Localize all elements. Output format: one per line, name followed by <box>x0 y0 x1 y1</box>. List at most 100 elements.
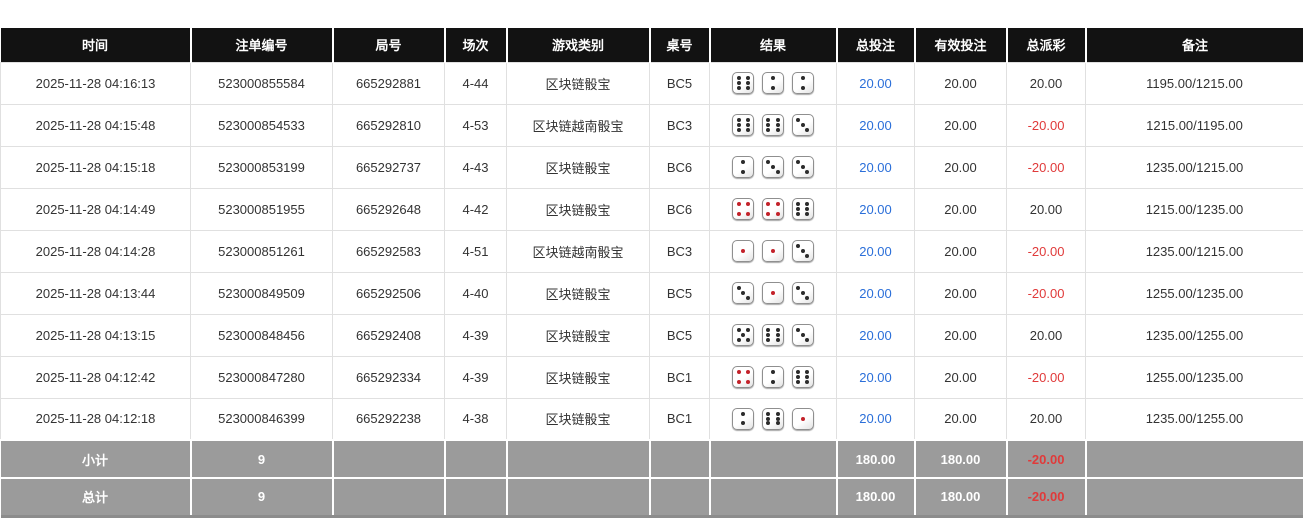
cell-total-bet-link[interactable]: 20.00 <box>836 397 915 441</box>
cell-time: 2025-11-28 04:15:48 <box>0 103 191 147</box>
cell-bet-no: 523000851261 <box>190 229 333 273</box>
cell-valid-bet: 20.00 <box>914 355 1007 399</box>
cell-bet-no: 523000849509 <box>190 271 333 315</box>
grand-total-total-bet: 180.00 <box>835 477 916 518</box>
dice-icon <box>791 198 814 220</box>
subtotal-label: 小计 <box>0 439 192 479</box>
cell-result <box>709 355 837 399</box>
cell-valid-bet: 20.00 <box>914 229 1007 273</box>
cell-round-no: 665292648 <box>332 187 445 231</box>
dice-icon <box>791 282 814 304</box>
dice-icon <box>762 72 784 94</box>
cell-session: 4-39 <box>444 355 507 399</box>
cell-bet-no: 523000848456 <box>190 313 333 357</box>
cell-total-payout: 20.00 <box>1006 397 1086 441</box>
subtotal-empty-cell <box>1084 439 1303 479</box>
dice-icon <box>762 407 784 430</box>
cell-total-payout: -20.00 <box>1006 145 1086 189</box>
table-row: 2025-11-28 04:12:18 523000846399 6652922… <box>0 397 1303 441</box>
cell-bet-no: 523000855584 <box>190 61 333 105</box>
cell-table-no: BC1 <box>649 355 710 399</box>
cell-session: 4-40 <box>444 271 507 315</box>
dice-icon <box>762 198 784 220</box>
cell-total-payout: 20.00 <box>1006 313 1086 357</box>
cell-table-no: BC3 <box>649 103 710 147</box>
cell-remark: 1235.00/1215.00 <box>1085 229 1303 273</box>
dice-icon <box>791 72 814 94</box>
cell-total-bet-link[interactable]: 20.00 <box>836 145 915 189</box>
cell-time: 2025-11-28 04:12:42 <box>0 355 191 399</box>
cell-time: 2025-11-28 04:16:13 <box>0 61 191 105</box>
grand-total-empty-cell <box>708 477 838 518</box>
table-row: 2025-11-28 04:13:44 523000849509 6652925… <box>0 271 1303 315</box>
col-header-valid-bet: 有效投注 <box>913 28 1007 62</box>
dice-icon <box>791 324 814 346</box>
subtotal-empty-cell <box>708 439 838 479</box>
dice-icon <box>762 240 784 262</box>
cell-session: 4-39 <box>444 313 507 357</box>
table-row: 2025-11-28 04:15:18 523000853199 6652927… <box>0 145 1303 189</box>
cell-remark: 1215.00/1195.00 <box>1085 103 1303 147</box>
cell-round-no: 665292506 <box>332 271 445 315</box>
grand-total-row: 总计 9 180.00 180.00 -20.00 <box>0 477 1303 518</box>
col-header-total-bet: 总投注 <box>835 28 915 62</box>
cell-remark: 1235.00/1255.00 <box>1085 313 1303 357</box>
cell-time: 2025-11-28 04:15:18 <box>0 145 191 189</box>
cell-round-no: 665292583 <box>332 229 445 273</box>
cell-total-bet-link[interactable]: 20.00 <box>836 355 915 399</box>
grand-total-valid-bet: 180.00 <box>913 477 1008 518</box>
dice-icon <box>762 156 784 178</box>
cell-table-no: BC6 <box>649 145 710 189</box>
cell-table-no: BC6 <box>649 187 710 231</box>
subtotal-empty-cell <box>443 439 508 479</box>
col-header-time: 时间 <box>0 28 191 62</box>
cell-table-no: BC3 <box>649 229 710 273</box>
cell-game-type: 区块链骰宝 <box>506 355 650 399</box>
grand-total-empty-cell <box>505 477 651 518</box>
dice-icon <box>732 198 755 220</box>
cell-time: 2025-11-28 04:14:49 <box>0 187 191 231</box>
cell-round-no: 665292408 <box>332 313 445 357</box>
dice-icon <box>791 366 814 388</box>
cell-time: 2025-11-28 04:12:18 <box>0 397 191 441</box>
cell-session: 4-43 <box>444 145 507 189</box>
cell-total-payout: -20.00 <box>1006 103 1086 147</box>
dice-icon <box>732 240 755 262</box>
cell-total-bet-link[interactable]: 20.00 <box>836 313 915 357</box>
dice-icon <box>791 407 814 430</box>
cell-result <box>709 397 837 441</box>
grand-total-empty-cell <box>331 477 446 518</box>
cell-result <box>709 61 837 105</box>
cell-result <box>709 313 837 357</box>
cell-total-bet-link[interactable]: 20.00 <box>836 187 915 231</box>
table-row: 2025-11-28 04:15:48 523000854533 6652928… <box>0 103 1303 147</box>
dice-icon <box>732 324 755 346</box>
subtotal-empty-cell <box>505 439 651 479</box>
cell-game-type: 区块链骰宝 <box>506 187 650 231</box>
cell-total-bet-link[interactable]: 20.00 <box>836 61 915 105</box>
cell-total-bet-link[interactable]: 20.00 <box>836 271 915 315</box>
cell-result <box>709 271 837 315</box>
dice-icon <box>732 366 755 388</box>
dice-icon <box>732 156 755 178</box>
cell-table-no: BC5 <box>649 61 710 105</box>
cell-table-no: BC5 <box>649 271 710 315</box>
cell-valid-bet: 20.00 <box>914 145 1007 189</box>
subtotal-valid-bet: 180.00 <box>913 439 1008 479</box>
table-header: 时间 注单编号 局号 场次 游戏类别 桌号 结果 总投注 有效投注 总派彩 备注 <box>0 28 1303 62</box>
col-header-session: 场次 <box>443 28 507 62</box>
cell-valid-bet: 20.00 <box>914 397 1007 441</box>
table-row: 2025-11-28 04:12:42 523000847280 6652923… <box>0 355 1303 399</box>
cell-game-type: 区块链骰宝 <box>506 271 650 315</box>
dice-icon <box>732 407 755 430</box>
grand-total-total-payout: -20.00 <box>1005 477 1087 518</box>
grand-total-count: 9 <box>189 477 334 518</box>
cell-total-bet-link[interactable]: 20.00 <box>836 103 915 147</box>
cell-bet-no: 523000854533 <box>190 103 333 147</box>
cell-result <box>709 229 837 273</box>
dice-icon <box>732 114 755 136</box>
cell-bet-no: 523000847280 <box>190 355 333 399</box>
cell-total-bet-link[interactable]: 20.00 <box>836 229 915 273</box>
table-row: 2025-11-28 04:14:28 523000851261 6652925… <box>0 229 1303 273</box>
cell-total-payout: -20.00 <box>1006 271 1086 315</box>
